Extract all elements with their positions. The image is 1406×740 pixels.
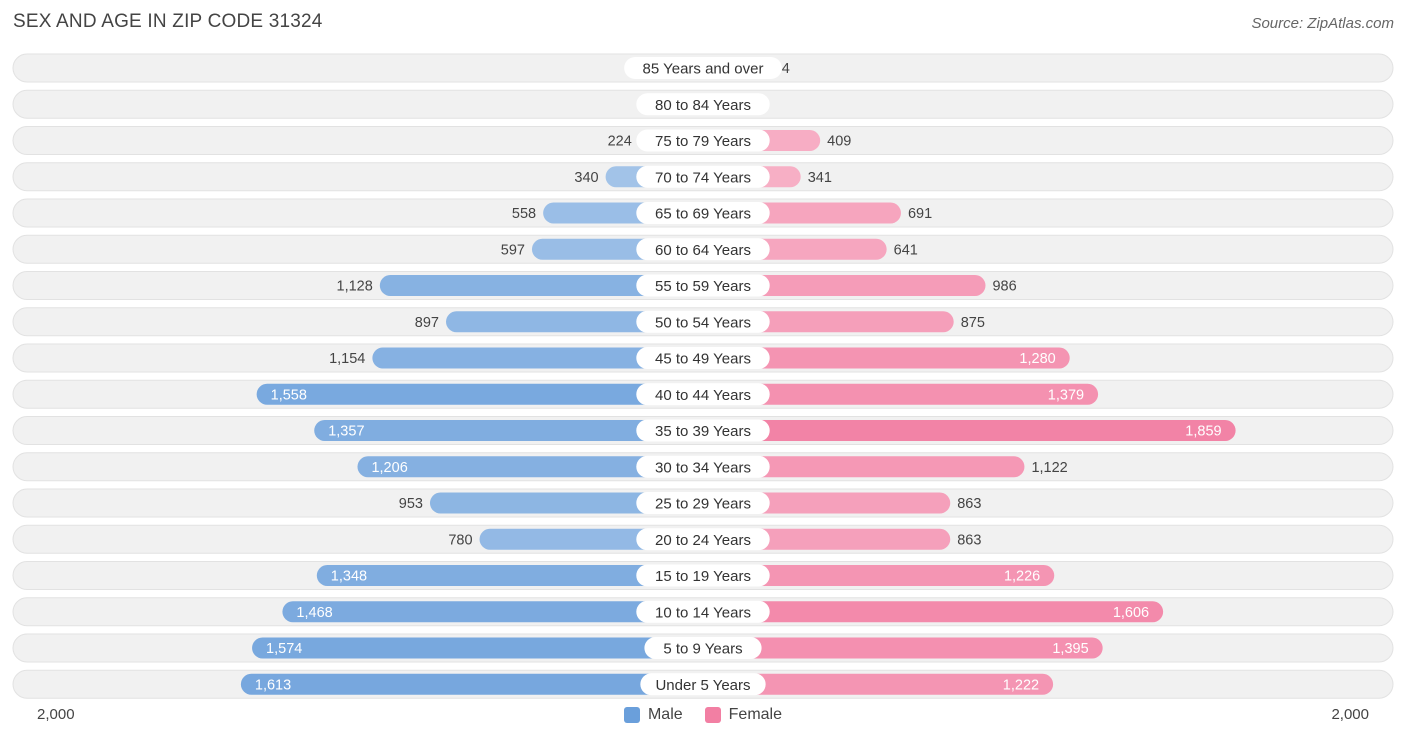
category-label: 75 to 79 Years <box>655 133 751 150</box>
bar-female <box>703 275 986 296</box>
data-label-female: 1,222 <box>1003 677 1039 693</box>
category-label-pill <box>636 93 770 116</box>
bar-male <box>252 637 703 659</box>
data-label-male: 953 <box>399 496 423 512</box>
legend-swatch-female <box>704 707 721 723</box>
data-label-female: 1,226 <box>1004 569 1040 585</box>
data-label-male: 1,348 <box>331 569 367 585</box>
data-label-female: 691 <box>908 206 932 222</box>
category-label: 65 to 69 Years <box>655 206 751 223</box>
data-label-male: 597 <box>501 242 525 258</box>
data-label-female: 875 <box>961 315 985 331</box>
bar-male <box>256 383 703 405</box>
data-label-female: 1,859 <box>1185 424 1221 440</box>
legend-item-female: Female <box>704 706 783 724</box>
category-label-pill <box>636 455 770 478</box>
category-label: 25 to 29 Years <box>655 496 751 513</box>
data-label-female: 641 <box>894 242 918 258</box>
data-label-male: 780 <box>448 532 472 548</box>
chart-title: SEX AND AGE IN ZIP CODE 31324 <box>13 11 323 32</box>
data-label-female: 986 <box>992 279 1016 295</box>
bar-male <box>314 420 703 441</box>
bar-female <box>703 565 1055 586</box>
legend-label-male: Male <box>647 706 683 723</box>
category-label-pill <box>624 57 782 79</box>
category-label-pill <box>636 492 770 514</box>
bar-female <box>703 456 1025 478</box>
category-label: 55 to 59 Years <box>655 278 751 295</box>
category-label-pill <box>644 637 762 659</box>
category-label: 45 to 49 Years <box>655 351 751 368</box>
chart-source: Source: ZipAtlas.com <box>1251 15 1394 32</box>
category-label-pill <box>636 528 770 551</box>
category-label: 35 to 39 Years <box>655 423 751 440</box>
category-label: 30 to 34 Years <box>655 459 751 476</box>
data-label-male: 1,357 <box>328 424 364 440</box>
category-label: 40 to 44 Years <box>655 387 751 404</box>
data-label-male: 1,558 <box>271 387 307 403</box>
data-label-female: 863 <box>957 496 981 512</box>
bar-male <box>379 275 703 296</box>
category-label: 70 to 74 Years <box>655 169 751 186</box>
category-label: 10 to 14 Years <box>655 604 751 621</box>
category-label-pill <box>636 129 770 152</box>
category-label-pill <box>636 347 770 369</box>
axis-left-max-label: 2,000 <box>37 706 75 723</box>
data-label-male: 1,206 <box>371 460 407 476</box>
bar-female <box>703 601 1164 623</box>
bar-male <box>429 492 703 514</box>
data-label-female: 863 <box>957 532 981 548</box>
category-label: 60 to 64 Years <box>655 242 751 259</box>
category-label-pill <box>636 564 770 587</box>
category-label-pill <box>636 419 770 442</box>
bar-male <box>372 347 703 369</box>
category-label-pill <box>636 600 770 623</box>
bar-male <box>357 456 703 478</box>
data-label-male: 558 <box>512 206 536 222</box>
bar-male <box>316 565 703 586</box>
data-label-female: 341 <box>808 170 832 186</box>
axis-right-max-label: 2,000 <box>1331 706 1369 723</box>
category-label: 20 to 24 Years <box>655 532 751 549</box>
bar-female <box>703 383 1099 405</box>
category-label-pill <box>636 383 770 406</box>
bar-female <box>703 347 1070 369</box>
category-label: Under 5 Years <box>655 677 750 694</box>
data-label-female: 1,606 <box>1113 605 1149 621</box>
bar-female <box>703 637 1103 659</box>
category-label-pill <box>636 274 770 297</box>
legend-swatch-male <box>623 707 640 723</box>
category-label-pill <box>636 202 770 224</box>
category-label-pill <box>636 165 770 188</box>
category-label-pill <box>636 310 770 333</box>
bar-female <box>703 673 1054 695</box>
data-label-male: 340 <box>574 170 598 186</box>
bar-female <box>703 420 1236 441</box>
bar-male <box>240 673 704 695</box>
category-label: 15 to 19 Years <box>655 568 751 585</box>
data-label-male: 1,574 <box>266 641 302 657</box>
category-label: 5 to 9 Years <box>663 641 742 658</box>
data-label-male: 1,128 <box>337 279 373 295</box>
category-label-pill <box>640 673 766 696</box>
bar-male <box>282 601 703 623</box>
data-label-female: 1,280 <box>1019 351 1055 367</box>
legend-item-male: Male <box>623 706 683 724</box>
chart-legend: Male Female <box>0 706 1406 724</box>
category-label: 85 Years and over <box>643 61 764 78</box>
data-label-male: 1,468 <box>296 605 332 621</box>
category-label: 80 to 84 Years <box>655 97 751 114</box>
legend-label-female: Female <box>728 706 783 723</box>
data-label-female: 409 <box>827 134 851 150</box>
category-label: 50 to 54 Years <box>655 314 751 331</box>
data-label-male: 224 <box>608 134 632 150</box>
data-label-female: 1,379 <box>1048 387 1084 403</box>
data-label-male: 1,613 <box>255 677 291 693</box>
data-label-male: 897 <box>415 315 439 331</box>
category-label-pill <box>636 238 770 261</box>
data-label-female: 1,122 <box>1031 460 1067 476</box>
data-label-female: 1,395 <box>1052 641 1088 657</box>
data-label-male: 1,154 <box>329 351 365 367</box>
